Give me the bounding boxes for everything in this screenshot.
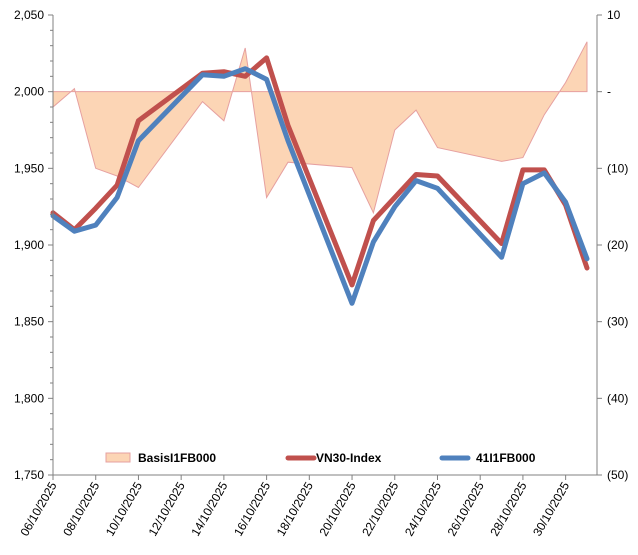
legend-label-basis: BasisI1FB000 bbox=[138, 451, 216, 465]
x-tick-label: 14/10/2025 bbox=[188, 479, 230, 538]
series-line-41i1fb000 bbox=[50, 66, 590, 306]
right-y-tick-label: (20) bbox=[607, 238, 628, 252]
x-tick-label: 28/10/2025 bbox=[487, 479, 529, 538]
left-y-tick-label: 1,800 bbox=[14, 391, 44, 405]
x-tick-label: 30/10/2025 bbox=[530, 479, 572, 538]
basis-area-layer bbox=[52, 41, 588, 215]
x-tick-label: 12/10/2025 bbox=[146, 479, 188, 538]
legend-swatch-basis bbox=[105, 452, 131, 463]
right-y-tick-label: (50) bbox=[607, 468, 628, 482]
legend: BasisI1FB000 VN30-Index 41I1FB000 bbox=[105, 451, 536, 465]
x-tick-label: 22/10/2025 bbox=[359, 479, 401, 538]
left-y-tick-label: 1,950 bbox=[14, 161, 44, 175]
basis-area bbox=[52, 41, 588, 215]
left-y-tick-label: 1,750 bbox=[14, 468, 44, 482]
x-tick-label: 20/10/2025 bbox=[316, 479, 358, 538]
left-y-tick-label: 1,900 bbox=[14, 238, 44, 252]
left-y-tick-label: 2,000 bbox=[14, 85, 44, 99]
right-y-tick-label: (30) bbox=[607, 315, 628, 329]
x-tick-label: 18/10/2025 bbox=[274, 479, 316, 538]
right-y-tick-label: (10) bbox=[607, 161, 628, 175]
x-tick-label: 10/10/2025 bbox=[103, 479, 145, 538]
right-y-tick-label: - bbox=[607, 85, 611, 99]
left-y-tick-label: 2,050 bbox=[14, 8, 44, 22]
x-tick-label: 06/10/2025 bbox=[17, 479, 59, 538]
lines-layer bbox=[50, 55, 590, 306]
series-line-vn30-index bbox=[50, 55, 590, 288]
right-y-tick-label: 10 bbox=[607, 8, 621, 22]
legend-label-vn30-index: VN30-Index bbox=[316, 451, 382, 465]
x-tick-label: 08/10/2025 bbox=[60, 479, 102, 538]
left-y-tick-label: 1,850 bbox=[14, 315, 44, 329]
legend-label-41i1fb000: 41I1FB000 bbox=[476, 451, 536, 465]
right-y-tick-label: (40) bbox=[607, 391, 628, 405]
x-tick-label: 24/10/2025 bbox=[402, 479, 444, 538]
x-tick-label: 16/10/2025 bbox=[231, 479, 273, 538]
x-tick-label: 26/10/2025 bbox=[445, 479, 487, 538]
